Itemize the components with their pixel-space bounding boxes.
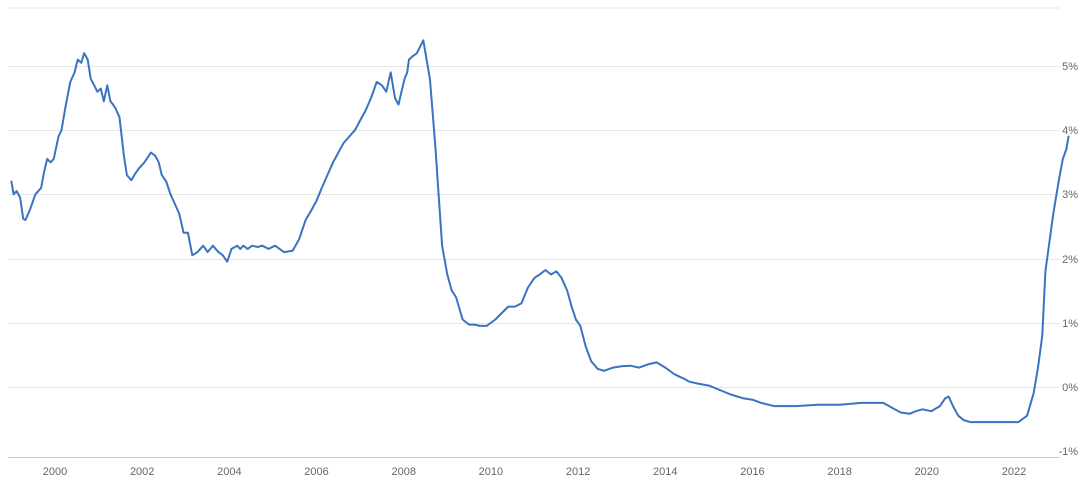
x-tick-label: 2012 bbox=[566, 466, 590, 478]
y-axis-tick-labels: -1% 0% 1% 2% 3% 4% 5% bbox=[1058, 61, 1078, 458]
x-tick-label: 2020 bbox=[915, 466, 939, 478]
y-tick-label: 0% bbox=[1062, 382, 1078, 394]
y-tick-label: 1% bbox=[1062, 318, 1078, 330]
series-layer bbox=[10, 39, 1070, 424]
y-tick-label: 3% bbox=[1062, 189, 1078, 201]
x-tick-label: 2006 bbox=[304, 466, 328, 478]
x-tick-label: 2000 bbox=[43, 466, 67, 478]
x-tick-label: 2018 bbox=[827, 466, 851, 478]
x-tick-label: 2014 bbox=[653, 466, 677, 478]
gridlines bbox=[8, 7, 1060, 458]
y-tick-label: 2% bbox=[1062, 254, 1078, 266]
x-tick-label: 2008 bbox=[391, 466, 415, 478]
y-tick-label: -1% bbox=[1058, 446, 1078, 458]
x-tick-label: 2016 bbox=[740, 466, 764, 478]
x-tick-label: 2004 bbox=[217, 466, 241, 478]
x-tick-label: 2010 bbox=[479, 466, 503, 478]
x-axis-tick-labels: 2000 2002 2004 2006 2008 2010 2012 2014 2016 2018… bbox=[43, 466, 1026, 478]
x-tick-label: 2022 bbox=[1002, 466, 1026, 478]
y-tick-label: 5% bbox=[1062, 61, 1078, 73]
y-tick-label: 4% bbox=[1062, 125, 1078, 137]
series-line bbox=[10, 39, 1070, 424]
x-tick-label: 2002 bbox=[130, 466, 154, 478]
